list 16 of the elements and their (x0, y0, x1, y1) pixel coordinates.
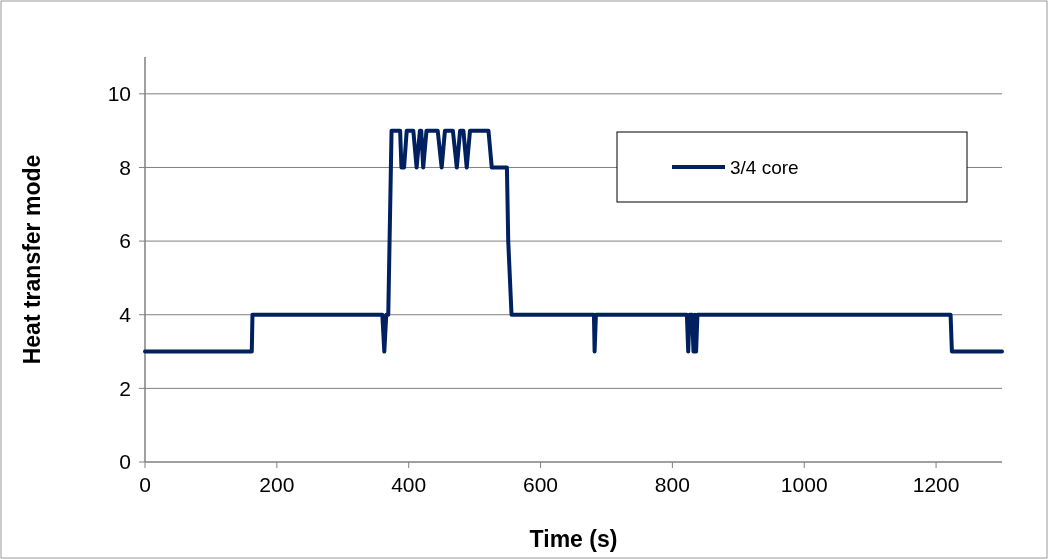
x-tick-label: 1000 (780, 473, 828, 496)
legend-label: 3/4 core (730, 156, 799, 178)
x-tick-label: 200 (259, 473, 295, 496)
y-tick-label: 0 (119, 450, 131, 474)
y-tick-label: 2 (119, 376, 131, 400)
y-axis-title: Heat transfer mode (19, 154, 45, 365)
x-tick-label: 600 (523, 473, 559, 496)
x-tick-label: 800 (654, 473, 690, 496)
x-tick-label: 400 (391, 473, 427, 496)
x-axis-title: Time (s) (529, 526, 618, 552)
y-tick-label: 4 (119, 303, 132, 327)
x-tick-label: 0 (139, 473, 151, 496)
y-tick-label: 8 (119, 155, 131, 179)
x-tick-label: 1200 (912, 473, 960, 496)
y-tick-label: 10 (107, 82, 131, 106)
y-tick-label: 6 (119, 229, 131, 253)
